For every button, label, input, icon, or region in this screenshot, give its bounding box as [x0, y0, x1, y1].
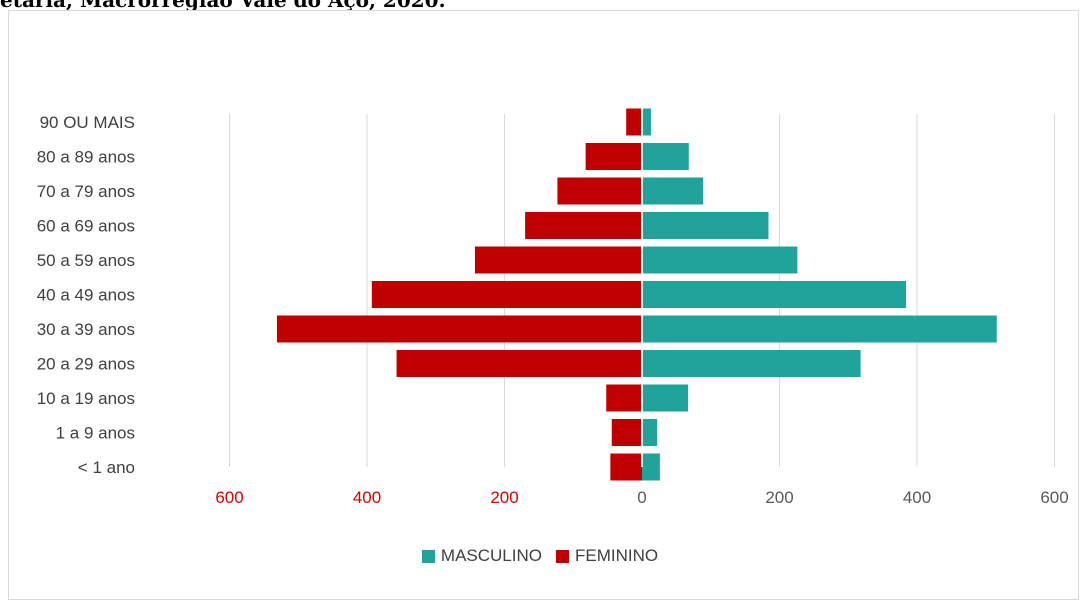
chart-caption: etária, Macrorregião Vale do Aço, 2020. [0, 0, 446, 12]
bar-masculino-0[interactable] [642, 108, 651, 136]
bar-masculino-2[interactable] [642, 177, 704, 205]
category-label-7: 20 a 29 anos [37, 355, 135, 374]
category-label-5: 40 a 49 anos [37, 286, 135, 305]
bar-feminino-7[interactable] [396, 350, 642, 377]
category-label-2: 70 a 79 anos [37, 182, 135, 201]
category-label-9: 1 a 9 anos [56, 424, 135, 443]
bar-masculino-3[interactable] [642, 212, 769, 239]
x-tick-label-2: 200 [490, 488, 518, 507]
bar-feminino-9[interactable] [611, 419, 642, 446]
bar-feminino-8[interactable] [606, 384, 642, 412]
bar-feminino-0[interactable] [626, 108, 642, 136]
chart-legend: MASCULINO FEMININO [0, 546, 1080, 566]
category-label-8: 10 a 19 anos [37, 389, 135, 408]
bar-feminino-1[interactable] [585, 143, 642, 170]
legend-swatch-feminino [555, 549, 569, 563]
category-label-1: 80 a 89 anos [37, 148, 135, 167]
category-label-6: 30 a 39 anos [37, 320, 135, 339]
legend-item-feminino[interactable]: FEMININO [555, 546, 659, 566]
bar-feminino-10[interactable] [610, 453, 642, 481]
x-tick-label-6: 600 [1040, 488, 1068, 507]
bar-feminino-5[interactable] [371, 281, 642, 308]
bar-feminino-6[interactable] [276, 315, 642, 343]
bar-masculino-7[interactable] [642, 350, 861, 377]
x-tick-label-4: 200 [765, 488, 793, 507]
x-tick-label-3: 0 [637, 488, 646, 507]
x-tick-label-1: 400 [353, 488, 381, 507]
bar-feminino-3[interactable] [525, 212, 642, 239]
x-tick-label-0: 600 [215, 488, 243, 507]
bar-masculino-8[interactable] [642, 384, 689, 412]
legend-label-masculino: MASCULINO [440, 546, 542, 565]
bar-masculino-4[interactable] [642, 246, 798, 274]
bar-masculino-9[interactable] [642, 419, 658, 446]
category-label-3: 60 a 69 anos [37, 217, 135, 236]
bar-feminino-4[interactable] [474, 246, 642, 274]
bar-feminino-2[interactable] [557, 177, 642, 205]
x-tick-label-5: 400 [903, 488, 931, 507]
category-label-10: < 1 ano [78, 458, 135, 477]
legend-swatch-masculino [421, 549, 435, 563]
bar-masculino-10[interactable] [642, 453, 660, 481]
legend-label-feminino: FEMININO [574, 546, 659, 565]
category-label-0: 90 OU MAIS [40, 113, 135, 132]
bar-masculino-6[interactable] [642, 315, 997, 343]
bar-masculino-1[interactable] [642, 143, 689, 170]
bar-masculino-5[interactable] [642, 281, 906, 308]
legend-item-masculino[interactable]: MASCULINO [421, 546, 542, 566]
category-label-4: 50 a 59 anos [37, 251, 135, 270]
